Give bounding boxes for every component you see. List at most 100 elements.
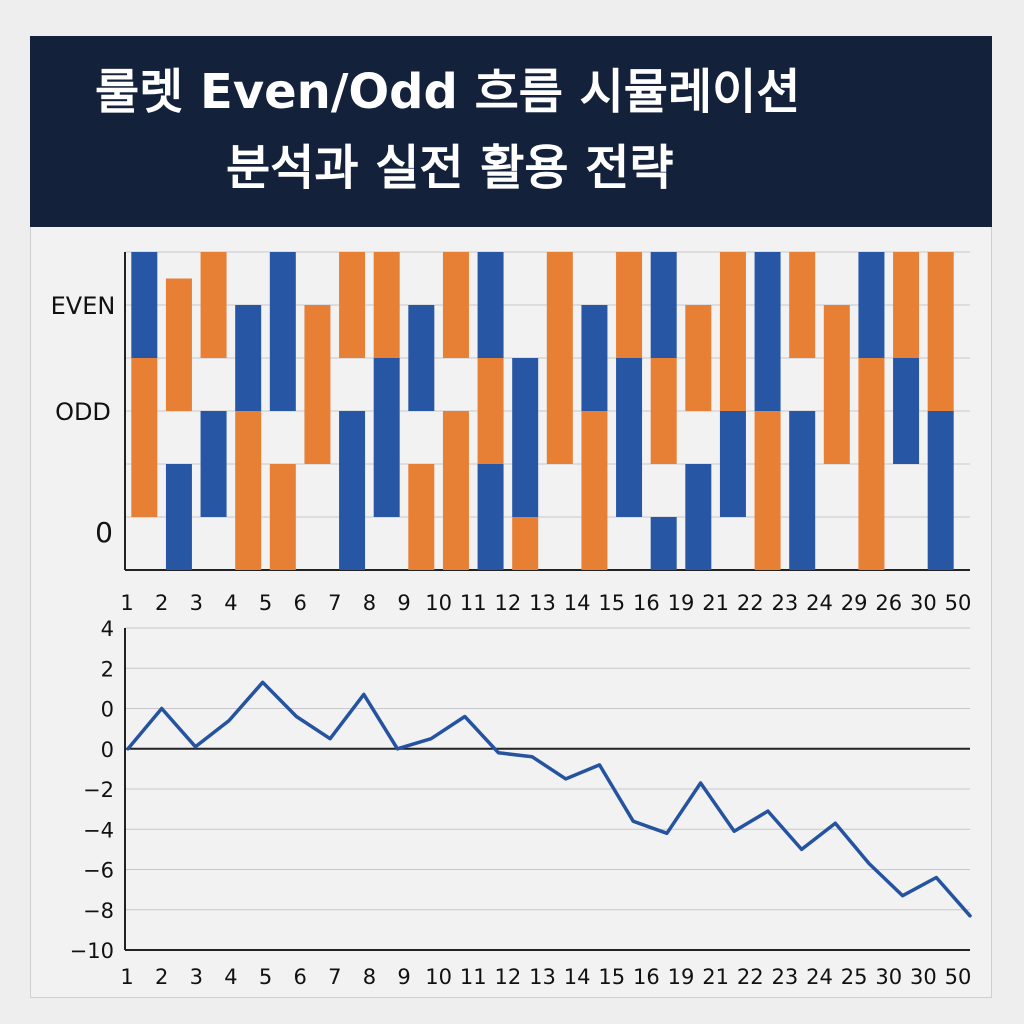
- line-x-tick-label: 14: [564, 965, 591, 989]
- line-y-tick-label: −10: [70, 939, 114, 963]
- bar-segment: [789, 411, 816, 570]
- line-y-tick-label: −6: [83, 859, 114, 883]
- bar-segment: [719, 411, 746, 517]
- bar-x-tick-label: 6: [293, 591, 306, 615]
- bar-x-tick-label: 4: [224, 591, 237, 615]
- line-y-tick-label: 4: [101, 617, 114, 641]
- bar-x-tick-label: 15: [598, 591, 625, 615]
- bar-x-tick-label: 21: [702, 591, 729, 615]
- bar-segment: [546, 252, 573, 464]
- title-banner: [30, 36, 992, 227]
- bar-segment: [512, 517, 539, 570]
- line-y-tick-label: −4: [83, 818, 114, 842]
- bar-segment: [477, 464, 504, 570]
- bar-segment: [339, 252, 366, 358]
- bar-segment: [581, 305, 608, 411]
- bar-segment: [650, 252, 677, 358]
- line-x-tick-label: 9: [397, 965, 410, 989]
- bar-x-tick-label: 16: [633, 591, 660, 615]
- bar-segment: [235, 305, 262, 411]
- bar-x-tick-label: 10: [425, 591, 452, 615]
- bar-segment: [650, 517, 677, 570]
- bar-segment: [858, 252, 885, 358]
- bar-segment: [581, 411, 608, 570]
- bar-segment: [408, 464, 435, 570]
- line-x-tick-label: 10: [425, 965, 452, 989]
- line-x-tick-label: 1: [120, 965, 133, 989]
- bar-segment: [477, 252, 504, 358]
- line-x-tick-label: 15: [598, 965, 625, 989]
- bar-segment: [754, 411, 781, 570]
- line-x-tick-label: 8: [363, 965, 376, 989]
- bar-segment: [823, 305, 850, 464]
- bar-segment: [650, 358, 677, 464]
- bar-segment: [616, 252, 643, 358]
- bar-segment: [512, 358, 539, 517]
- line-x-tick-label: 25: [841, 965, 868, 989]
- line-y-tick-label: −2: [83, 778, 114, 802]
- line-y-tick-label: −8: [83, 899, 114, 923]
- line-x-tick-label: 11: [460, 965, 487, 989]
- bar-segment: [685, 305, 712, 411]
- line-x-tick-label: 22: [737, 965, 764, 989]
- bar-segment: [269, 464, 296, 570]
- line-x-tick-label: 6: [293, 965, 306, 989]
- bar-x-tick-label: 13: [529, 591, 556, 615]
- bar-segment: [235, 411, 262, 570]
- bar-x-tick-label: 8: [363, 591, 376, 615]
- bar-x-tick-label: 9: [397, 591, 410, 615]
- bar-x-tick-label: 26: [875, 591, 902, 615]
- line-x-tick-label: 23: [772, 965, 799, 989]
- bar-segment: [165, 278, 192, 411]
- bar-x-tick-label: 19: [668, 591, 695, 615]
- bar-x-tick-label: 50: [945, 591, 972, 615]
- bar-segment: [304, 305, 331, 464]
- bar-y-tick-label: EVEN: [51, 292, 116, 320]
- line-x-tick-label: 13: [529, 965, 556, 989]
- title-line-2: 분석과 실전 활용 전략: [226, 140, 674, 196]
- bar-segment: [408, 305, 435, 411]
- bar-x-tick-label: 2: [155, 591, 168, 615]
- bar-x-tick-label: 5: [259, 591, 272, 615]
- bar-x-tick-label: 12: [495, 591, 522, 615]
- bar-segment: [789, 252, 816, 358]
- bar-segment: [131, 252, 158, 358]
- bar-segment: [373, 358, 400, 517]
- bar-segment: [165, 464, 192, 570]
- title-line-1: 룰렛 Even/Odd 흐름 시뮬레이션: [95, 64, 801, 120]
- line-x-tick-label: 7: [328, 965, 341, 989]
- bar-segment: [927, 252, 954, 411]
- bar-x-tick-label: 30: [910, 591, 937, 615]
- line-x-tick-label: 30: [910, 965, 937, 989]
- bar-segment: [477, 358, 504, 464]
- line-x-tick-label: 19: [668, 965, 695, 989]
- line-x-tick-label: 21: [702, 965, 729, 989]
- bar-x-tick-label: 24: [806, 591, 833, 615]
- line-y-tick-label: 2: [101, 657, 114, 681]
- bar-segment: [893, 252, 920, 358]
- bar-x-tick-label: 29: [841, 591, 868, 615]
- bar-segment: [339, 411, 366, 570]
- bar-segment: [719, 252, 746, 411]
- line-x-tick-label: 3: [190, 965, 203, 989]
- bar-segment: [269, 252, 296, 411]
- bar-y-tick-label: 0: [95, 516, 113, 549]
- bar-x-tick-label: 14: [564, 591, 591, 615]
- bar-x-tick-label: 11: [460, 591, 487, 615]
- line-x-tick-label: 12: [495, 965, 522, 989]
- bar-x-tick-label: 7: [328, 591, 341, 615]
- line-x-tick-label: 24: [806, 965, 833, 989]
- line-x-tick-label: 2: [155, 965, 168, 989]
- line-series: [126, 680, 972, 918]
- line-y-tick-label: 0: [101, 698, 114, 722]
- bar-x-tick-label: 22: [737, 591, 764, 615]
- bar-segment: [442, 411, 469, 570]
- line-x-tick-label: 30: [875, 965, 902, 989]
- bar-segment: [200, 411, 227, 517]
- bar-segment: [200, 252, 227, 358]
- bar-segment: [685, 464, 712, 570]
- bar-segment: [373, 252, 400, 358]
- bar-segment: [893, 358, 920, 464]
- line-x-tick-label: 5: [259, 965, 272, 989]
